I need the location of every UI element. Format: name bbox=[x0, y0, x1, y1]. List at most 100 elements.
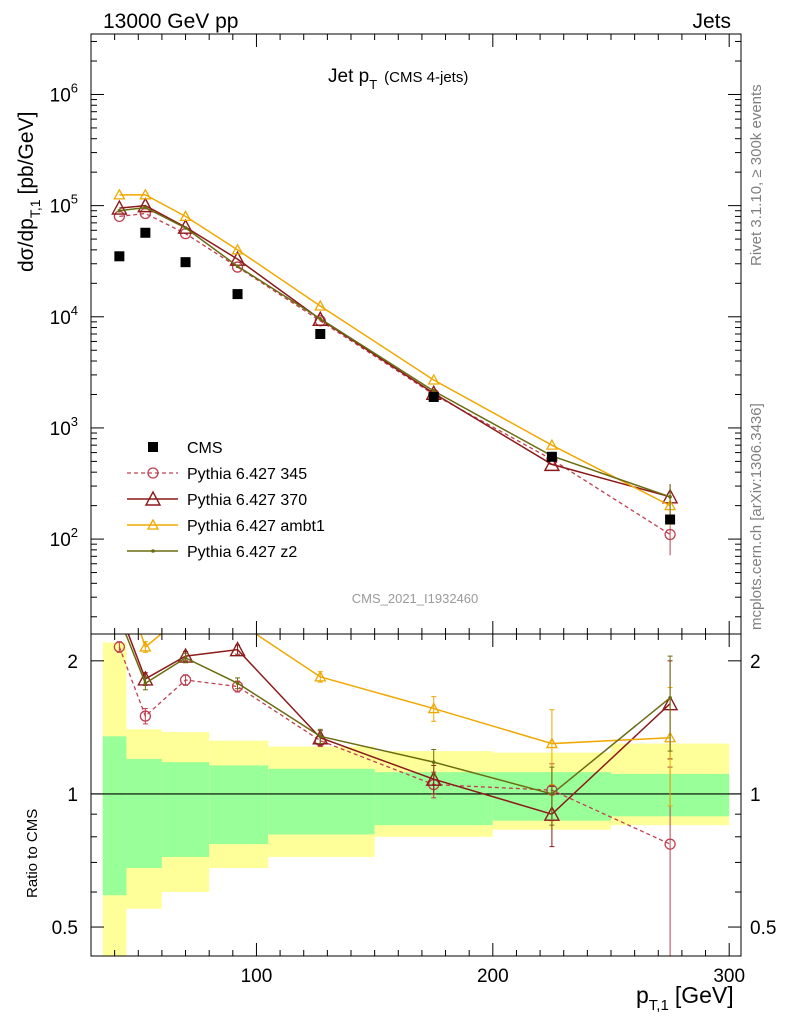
ratio-y-tick-label-right: 2 bbox=[750, 652, 761, 673]
ambt1-point bbox=[545, 438, 559, 450]
p370-line bbox=[119, 204, 671, 498]
ratio-p345-point bbox=[179, 674, 192, 686]
cms-point bbox=[180, 257, 191, 268]
ratio-z2-point bbox=[143, 681, 148, 686]
xlabel-p: p bbox=[636, 982, 649, 1008]
category-label: Jets bbox=[692, 10, 731, 33]
title-main: Jet p bbox=[328, 66, 369, 87]
ratio-p345-point bbox=[113, 641, 126, 653]
ratio-z2-line bbox=[124, 634, 671, 795]
legend-p370-label: Pythia 6.427 370 bbox=[187, 492, 307, 509]
y-tick-exp: 2 bbox=[71, 525, 78, 540]
x-tick-label: 100 bbox=[241, 966, 273, 987]
ratio-y-tick-label: 2 bbox=[67, 652, 78, 673]
ratio-p345-point bbox=[664, 838, 676, 850]
legend-ambt1-label: Pythia 6.427 ambt1 bbox=[187, 518, 325, 535]
p370-point bbox=[543, 455, 561, 472]
z2-point bbox=[117, 208, 122, 213]
ratio-frame bbox=[90, 633, 742, 957]
mcplots-label: mcplots.cern.ch [arXiv:1306.3436] bbox=[748, 403, 765, 630]
ratio-y-axis-label: Ratio to CMS bbox=[24, 809, 41, 898]
ratio-ambt1-point bbox=[114, 566, 124, 575]
z2-point bbox=[143, 205, 148, 210]
p370-point bbox=[137, 197, 154, 213]
ratio-z2-point bbox=[550, 792, 554, 796]
legend-cms: CMS bbox=[148, 440, 223, 457]
ambt1-line bbox=[119, 194, 671, 507]
ambt1-point bbox=[113, 188, 126, 200]
ratio-p370-line bbox=[127, 634, 671, 816]
cms-point bbox=[315, 329, 326, 339]
ratio-p370-point bbox=[112, 603, 126, 616]
legend-p345-label: Pythia 6.427 345 bbox=[187, 466, 307, 483]
legend-p345-marker bbox=[147, 467, 159, 479]
p345-point bbox=[231, 261, 244, 273]
p370-point bbox=[312, 310, 329, 326]
y-tick-label: 102 bbox=[50, 525, 78, 551]
ratio-ambt1-point bbox=[545, 737, 559, 749]
legend-ambt1-marker bbox=[146, 518, 160, 530]
ratio-band-inner bbox=[209, 765, 269, 845]
z2-point bbox=[318, 316, 323, 321]
p370-point bbox=[111, 199, 128, 215]
ratio-z2-point bbox=[318, 734, 323, 739]
y-tick-label: 106 bbox=[50, 80, 78, 106]
ambt1-point bbox=[139, 188, 152, 200]
legend-z2: Pythia 6.427 z2 bbox=[127, 544, 297, 561]
ratio-ambt1-point bbox=[181, 609, 191, 618]
ambt1-point bbox=[179, 210, 192, 222]
x-axis-label: pT,1 [GeV] bbox=[636, 982, 734, 1014]
cms-point bbox=[428, 391, 439, 402]
xlabel-unit: [GeV] bbox=[675, 982, 734, 1008]
z2-line bbox=[119, 206, 671, 498]
y-tick-base: 10 bbox=[50, 308, 71, 329]
ratio-y-tick-label: 0.5 bbox=[52, 918, 78, 939]
ratio-z2-point bbox=[118, 616, 122, 620]
ratio-z2-point bbox=[668, 695, 672, 700]
ambt1-point bbox=[231, 243, 244, 255]
ratio-ambt1-point bbox=[233, 617, 243, 626]
ratio-z2-point bbox=[235, 681, 240, 686]
legend-ambt1: Pythia 6.427 ambt1 bbox=[127, 518, 325, 535]
ratio-band-inner bbox=[102, 736, 127, 896]
ratio-band-inner bbox=[161, 762, 210, 858]
y-tick-label: 103 bbox=[50, 414, 78, 440]
plot-title: Jet pT (CMS 4-jets) bbox=[328, 66, 468, 92]
cms-point bbox=[140, 227, 151, 238]
main-y-axis-label: dσ/dpT,1 [pb/GeV] bbox=[15, 112, 43, 272]
ratio-panel: 0.5 0.5 1 1 2 2 bbox=[52, 566, 776, 957]
p345-point bbox=[664, 528, 676, 541]
p345-line bbox=[119, 212, 671, 536]
main-ylabel-part1: dσ/dp bbox=[15, 218, 38, 272]
cms-point bbox=[546, 451, 557, 462]
cms-point bbox=[665, 514, 676, 525]
y-tick-base: 10 bbox=[50, 419, 71, 440]
legend-cms-label: CMS bbox=[187, 440, 223, 457]
legend-cms-marker bbox=[148, 442, 158, 452]
legend-z2-label: Pythia 6.427 z2 bbox=[187, 544, 297, 561]
ratio-p370-point bbox=[229, 641, 246, 657]
ratio-ambt1-point bbox=[314, 670, 327, 682]
title-sub: T bbox=[369, 77, 377, 92]
ambt1-point bbox=[427, 373, 440, 385]
ratio-y-tick-label-right: 1 bbox=[750, 785, 761, 806]
y-tick-exp: 6 bbox=[71, 80, 78, 95]
ratio-p345-point bbox=[139, 710, 152, 722]
y-tick-base: 10 bbox=[50, 85, 71, 106]
y-tick-exp: 5 bbox=[71, 192, 78, 207]
z2-point bbox=[668, 495, 672, 499]
cms-point bbox=[114, 251, 125, 262]
z2-point bbox=[431, 389, 436, 393]
ambt1-point bbox=[314, 299, 327, 311]
y-tick-base: 10 bbox=[50, 530, 71, 551]
legend-p370-marker bbox=[144, 490, 162, 506]
y-tick-label: 105 bbox=[50, 192, 78, 218]
x-tick-label: 200 bbox=[477, 966, 509, 987]
ratio-y-tick-label-right: 0.5 bbox=[750, 918, 776, 939]
xlabel-sub: T,1 bbox=[649, 997, 669, 1014]
ratio-ambt1-line bbox=[140, 634, 671, 745]
main-ylabel-part2: [pb/GeV] bbox=[15, 112, 38, 195]
legend-z2-marker bbox=[151, 549, 155, 553]
